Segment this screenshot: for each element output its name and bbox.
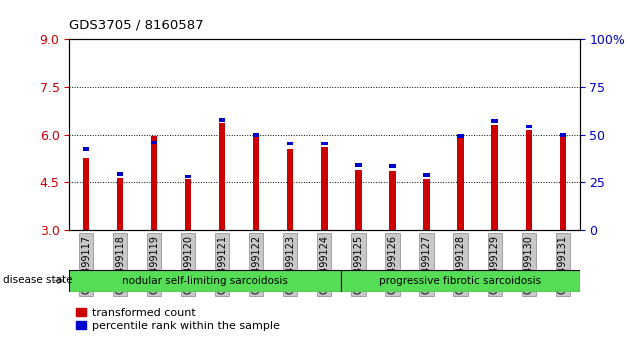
- Bar: [151, 141, 158, 144]
- Bar: [389, 171, 396, 230]
- Bar: [389, 165, 396, 168]
- Text: GDS3705 / 8160587: GDS3705 / 8160587: [69, 19, 204, 32]
- Bar: [525, 125, 532, 129]
- Bar: [491, 119, 498, 123]
- Bar: [457, 138, 464, 230]
- Bar: [559, 133, 566, 137]
- Bar: [185, 175, 192, 178]
- Bar: [321, 142, 328, 145]
- Bar: [219, 118, 226, 122]
- Bar: [525, 130, 532, 230]
- Bar: [491, 125, 498, 230]
- Bar: [457, 134, 464, 138]
- Bar: [117, 178, 123, 230]
- Bar: [341, 269, 580, 292]
- Bar: [253, 133, 260, 137]
- Bar: [117, 172, 123, 176]
- Bar: [355, 170, 362, 230]
- Bar: [219, 124, 226, 230]
- Bar: [423, 173, 430, 177]
- Bar: [287, 142, 294, 145]
- Text: progressive fibrotic sarcoidosis: progressive fibrotic sarcoidosis: [379, 275, 542, 286]
- Bar: [151, 136, 158, 230]
- Bar: [355, 163, 362, 167]
- Text: disease state: disease state: [3, 275, 72, 285]
- Bar: [423, 179, 430, 230]
- Legend: transformed count, percentile rank within the sample: transformed count, percentile rank withi…: [75, 307, 280, 332]
- Bar: [185, 179, 192, 230]
- Bar: [287, 149, 294, 230]
- Bar: [83, 159, 89, 230]
- Text: nodular self-limiting sarcoidosis: nodular self-limiting sarcoidosis: [122, 275, 289, 286]
- Bar: [321, 147, 328, 230]
- Bar: [559, 136, 566, 230]
- Bar: [83, 147, 89, 151]
- Bar: [69, 269, 341, 292]
- Bar: [253, 136, 260, 230]
